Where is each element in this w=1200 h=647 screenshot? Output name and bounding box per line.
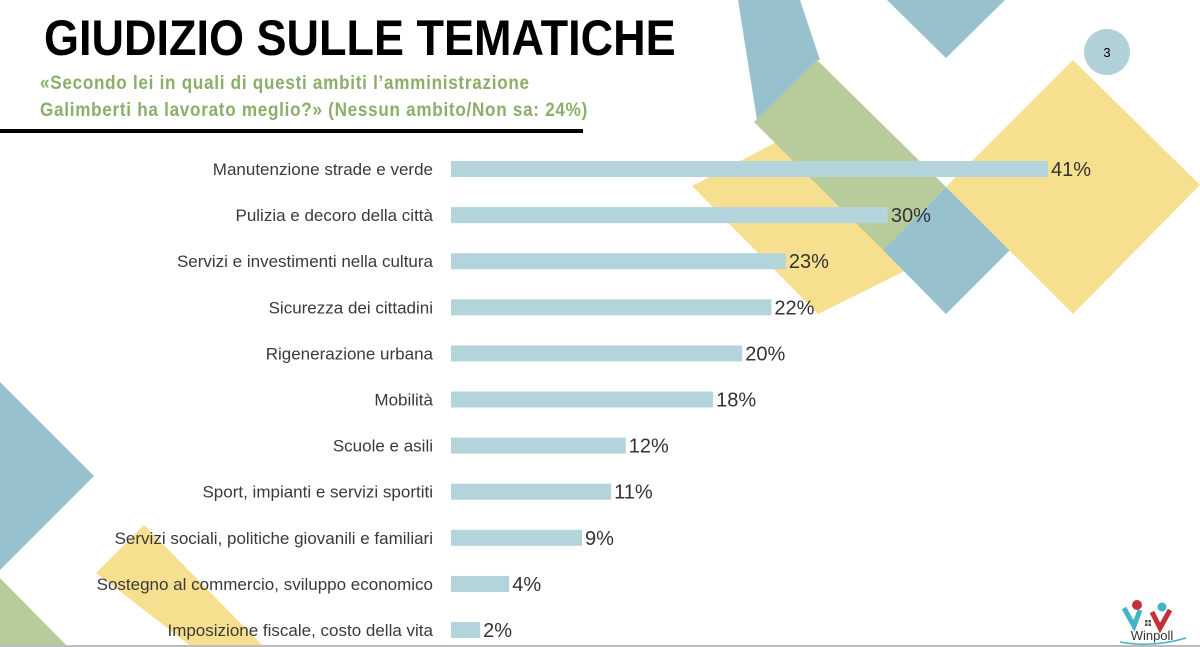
page-number-badge: 3	[1084, 29, 1130, 75]
value-label: 22%	[774, 297, 814, 319]
deco-yellow-diamond-right	[946, 60, 1200, 314]
bar	[451, 529, 583, 546]
value-label: 41%	[1051, 159, 1091, 181]
bar	[451, 391, 714, 408]
bar	[451, 483, 612, 500]
bar	[451, 161, 1048, 177]
category-label: Servizi sociali, politiche giovanili e f…	[115, 529, 433, 548]
bar	[451, 575, 510, 592]
category-label: Servizi e investimenti nella cultura	[177, 252, 434, 271]
winpoll-logo: Winpoll	[1119, 600, 1187, 645]
bottom-border	[0, 645, 1200, 647]
category-label: Sicurezza dei cittadini	[269, 298, 433, 317]
bar	[451, 437, 626, 454]
subtitle-line-2: Galimberti ha lavorato meglio?» (Nessun …	[40, 100, 589, 121]
deco-green-diamond	[754, 60, 946, 250]
value-label: 4%	[512, 574, 541, 596]
logo-text: Winpoll	[1131, 628, 1174, 643]
value-label: 18%	[716, 390, 756, 412]
title-divider	[0, 129, 583, 133]
question-subtitle: «Secondo lei in quali di questi ambiti l…	[40, 70, 588, 124]
value-label: 2%	[483, 620, 512, 642]
logo-blue-figure	[1121, 606, 1143, 632]
value-label: 20%	[745, 343, 785, 365]
category-label: Mobilità	[374, 391, 433, 410]
category-label: Manutenzione strade e verde	[213, 160, 433, 179]
bar	[451, 622, 481, 638]
category-label: Sport, impianti e servizi sportiti	[202, 483, 433, 502]
deco-teal-triangle-left	[0, 382, 94, 570]
bar	[451, 345, 743, 362]
category-label: Imposizione fiscale, costo della vita	[167, 621, 433, 640]
deco-teal-diamond-top	[887, 0, 1005, 58]
logo-red-dot	[1132, 600, 1142, 610]
value-label: 11%	[614, 482, 653, 504]
logo-blue-dot	[1157, 602, 1167, 612]
category-label: Pulizia e decoro della città	[235, 206, 433, 225]
category-label: Scuole e asili	[333, 437, 433, 456]
value-label: 12%	[629, 436, 669, 458]
value-label: 30%	[891, 205, 931, 227]
value-label: 9%	[585, 528, 614, 550]
value-label: 23%	[789, 251, 829, 273]
logo-red-figure	[1149, 608, 1173, 634]
bar	[451, 299, 772, 316]
bar	[451, 207, 888, 224]
deco-yellow-band-bottom	[96, 525, 264, 647]
deco-green-triangle-left	[0, 578, 68, 647]
deco-teal-band-title	[738, 0, 817, 120]
category-label: Sostegno al commercio, sviluppo economic…	[97, 575, 433, 594]
subtitle-line-1: «Secondo lei in quali di questi ambiti l…	[40, 73, 530, 94]
bar	[451, 253, 786, 270]
page-title: GIUDIZIO SULLE TEMATICHE	[44, 10, 676, 66]
category-label: Rigenerazione urbana	[266, 344, 434, 363]
